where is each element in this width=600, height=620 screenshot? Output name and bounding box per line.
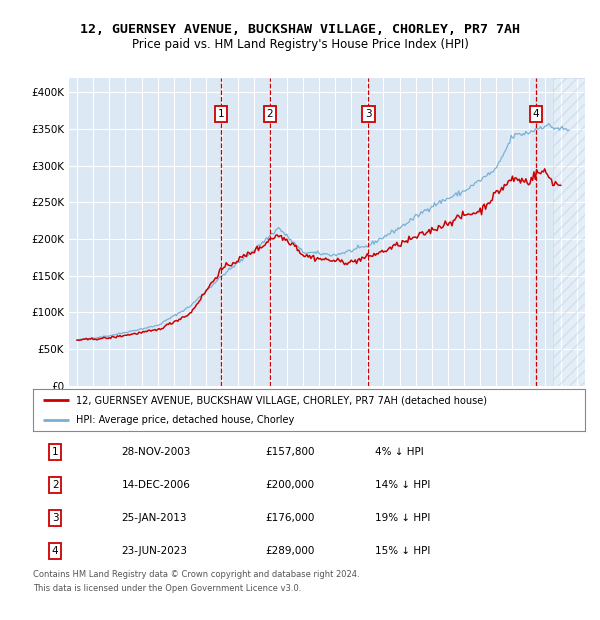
Text: 3: 3 bbox=[365, 109, 372, 119]
Text: 3: 3 bbox=[52, 513, 58, 523]
Text: 23-JUN-2023: 23-JUN-2023 bbox=[121, 546, 187, 556]
Text: 14-DEC-2006: 14-DEC-2006 bbox=[121, 480, 190, 490]
Text: £157,800: £157,800 bbox=[265, 447, 314, 458]
Text: 4: 4 bbox=[52, 546, 58, 556]
Bar bbox=[553, 78, 593, 386]
Text: 28-NOV-2003: 28-NOV-2003 bbox=[121, 447, 191, 458]
Text: £176,000: £176,000 bbox=[265, 513, 314, 523]
Text: 14% ↓ HPI: 14% ↓ HPI bbox=[375, 480, 431, 490]
Text: 4: 4 bbox=[533, 109, 539, 119]
Text: 2: 2 bbox=[266, 109, 273, 119]
Text: 2: 2 bbox=[52, 480, 58, 490]
Text: 1: 1 bbox=[218, 109, 224, 119]
Text: Contains HM Land Registry data © Crown copyright and database right 2024.: Contains HM Land Registry data © Crown c… bbox=[33, 570, 359, 580]
Text: 19% ↓ HPI: 19% ↓ HPI bbox=[375, 513, 431, 523]
Text: 1: 1 bbox=[52, 447, 58, 458]
Text: 12, GUERNSEY AVENUE, BUCKSHAW VILLAGE, CHORLEY, PR7 7AH (detached house): 12, GUERNSEY AVENUE, BUCKSHAW VILLAGE, C… bbox=[76, 395, 487, 405]
Text: 12, GUERNSEY AVENUE, BUCKSHAW VILLAGE, CHORLEY, PR7 7AH: 12, GUERNSEY AVENUE, BUCKSHAW VILLAGE, C… bbox=[80, 23, 520, 36]
Text: This data is licensed under the Open Government Licence v3.0.: This data is licensed under the Open Gov… bbox=[33, 584, 301, 593]
Text: 15% ↓ HPI: 15% ↓ HPI bbox=[375, 546, 431, 556]
Text: £289,000: £289,000 bbox=[265, 546, 314, 556]
Text: Price paid vs. HM Land Registry's House Price Index (HPI): Price paid vs. HM Land Registry's House … bbox=[131, 38, 469, 51]
Text: 25-JAN-2013: 25-JAN-2013 bbox=[121, 513, 187, 523]
Text: 4% ↓ HPI: 4% ↓ HPI bbox=[375, 447, 424, 458]
Text: HPI: Average price, detached house, Chorley: HPI: Average price, detached house, Chor… bbox=[76, 415, 295, 425]
Text: £200,000: £200,000 bbox=[265, 480, 314, 490]
